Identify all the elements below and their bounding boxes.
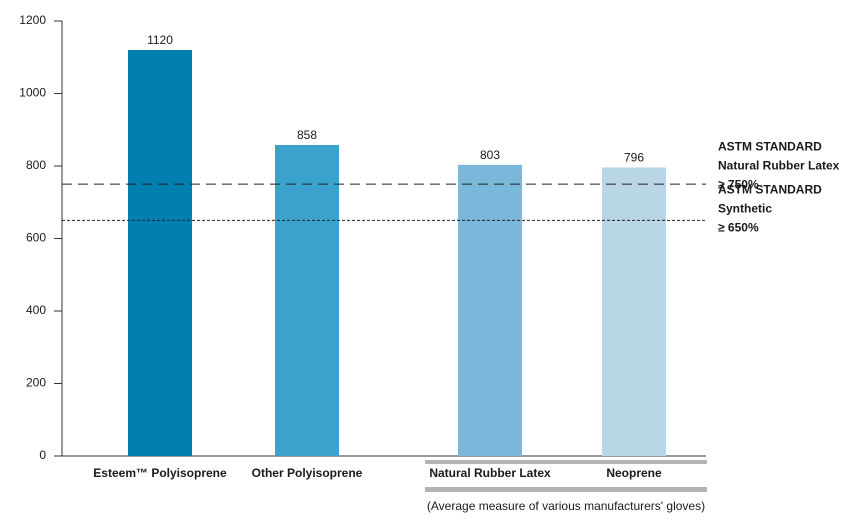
y-tick-label: 1200: [19, 13, 46, 27]
x-tick-label: Neoprene: [606, 466, 662, 480]
note: (Average measure of various manufacturer…: [427, 499, 705, 513]
data-label: 796: [624, 151, 644, 165]
data-label: 858: [297, 128, 317, 142]
y-tick-label: 600: [26, 231, 46, 245]
data-label: 1120: [147, 33, 173, 47]
group-bracket-top: [425, 460, 707, 464]
y-tick-label: 800: [26, 158, 46, 172]
y-tick-label: 200: [26, 376, 46, 390]
reference-label: Natural Rubber Latex: [718, 158, 840, 172]
y-tick-label: 1000: [19, 86, 46, 100]
reference-label: ≥ 750%: [718, 177, 759, 191]
x-tick-label: Natural Rubber Latex: [429, 466, 551, 480]
reference-label: Synthetic: [718, 202, 772, 216]
bar: [128, 50, 192, 456]
data-label: 803: [480, 148, 500, 162]
x-tick-label: Other Polyisoprene: [252, 466, 363, 480]
reference-label: ASTM STANDARD: [718, 183, 822, 197]
bar: [275, 144, 339, 456]
group-bracket-bottom: [425, 487, 707, 492]
bar: [458, 164, 522, 456]
y-tick-label: 400: [26, 303, 46, 317]
x-tick-label: Esteem™ Polyisoprene: [93, 466, 227, 480]
reference-label: ASTM STANDARD: [718, 139, 822, 153]
y-tick-label: 0: [39, 448, 46, 462]
bar: [602, 167, 666, 456]
reference-label: ≥ 650%: [718, 221, 759, 235]
